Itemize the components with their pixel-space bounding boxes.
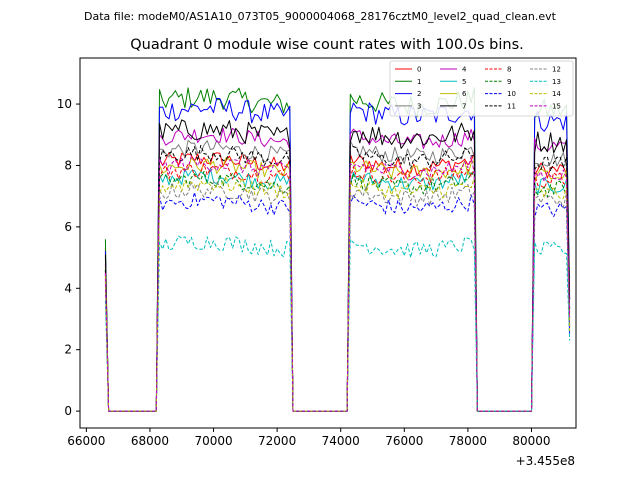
y-tick-label: 2 xyxy=(64,343,72,357)
plot-lines xyxy=(104,87,571,412)
x-tick-label: 72000 xyxy=(258,434,296,448)
legend-label-9: 9 xyxy=(507,78,511,86)
x-offset-label: +3.455e8 xyxy=(516,454,575,468)
series-line-12 xyxy=(104,181,571,412)
legend-label-12: 12 xyxy=(552,66,561,74)
series-line-14 xyxy=(104,176,571,412)
legend-label-14: 14 xyxy=(552,90,561,98)
legend-box xyxy=(389,60,574,117)
legend-label-8: 8 xyxy=(507,66,511,74)
legend-label-5: 5 xyxy=(462,78,466,86)
y-tick-label: 6 xyxy=(64,220,72,234)
suptitle: Data file: modeM0/AS1A10_073T05_90000040… xyxy=(84,10,557,23)
series-line-1 xyxy=(104,87,571,412)
series-line-9 xyxy=(104,170,571,412)
x-tick-label: 74000 xyxy=(322,434,360,448)
legend-label-0: 0 xyxy=(417,66,421,74)
legend-label-7: 7 xyxy=(462,102,466,110)
x-tick-label: 68000 xyxy=(131,434,169,448)
legend-label-6: 6 xyxy=(462,90,467,98)
legend-label-1: 1 xyxy=(417,78,421,86)
chart-title: Quadrant 0 module wise count rates with … xyxy=(130,37,524,53)
axes: 66000 68000 70000 72000 74000 76000 78000 80000… xyxy=(57,97,551,448)
x-tick-label: 66000 xyxy=(67,434,105,448)
series-line-2 xyxy=(104,97,571,412)
legend-label-3: 3 xyxy=(417,102,421,110)
x-tick-label: 70000 xyxy=(194,434,232,448)
legend-label-10: 10 xyxy=(507,90,516,98)
legend-label-13: 13 xyxy=(552,78,561,86)
legend-label-15: 15 xyxy=(552,102,561,110)
series-line-11 xyxy=(104,144,571,412)
x-tick-label: 80000 xyxy=(512,434,550,448)
legend-label-4: 4 xyxy=(462,66,467,74)
series-line-4 xyxy=(104,127,571,412)
y-tick-label: 8 xyxy=(64,158,72,172)
legend-label-2: 2 xyxy=(417,90,421,98)
legend-label-11: 11 xyxy=(507,102,516,110)
plot-frame xyxy=(79,57,577,429)
series-line-13 xyxy=(104,235,571,412)
x-tick-label: 78000 xyxy=(449,434,487,448)
series-line-7 xyxy=(104,119,571,412)
y-tick-label: 4 xyxy=(64,281,72,295)
series-line-0 xyxy=(104,151,571,412)
y-tick-label: 0 xyxy=(64,404,72,418)
series-line-15 xyxy=(104,155,571,412)
series-line-8 xyxy=(104,163,571,412)
series-line-5 xyxy=(104,167,571,412)
series-line-10 xyxy=(104,191,571,412)
x-tick-label: 76000 xyxy=(385,434,423,448)
y-tick-label: 10 xyxy=(57,97,72,111)
